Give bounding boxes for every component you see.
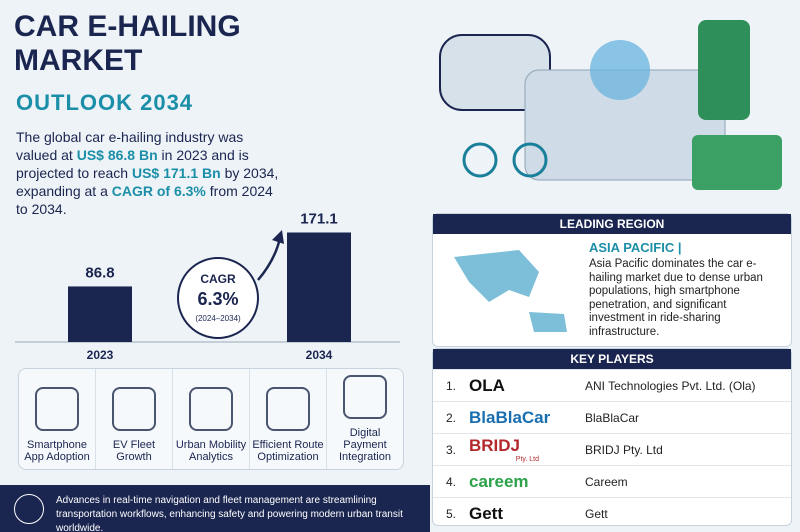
subtitle: OUTLOOK 2034 — [16, 90, 194, 115]
footer-emblem — [14, 494, 44, 524]
illustration — [439, 20, 782, 190]
logo-text: Gett — [469, 503, 503, 523]
player-logo: careem — [469, 472, 569, 492]
player-name: Gett — [585, 506, 608, 521]
logo-sub: Pty. Ltd — [515, 456, 539, 463]
player-logo: OLA — [469, 376, 569, 396]
bar — [68, 286, 132, 342]
logo-text: BlaBlaCar — [469, 407, 551, 427]
player-rank: 5. — [445, 506, 456, 521]
player-name: Careem — [585, 474, 628, 489]
driver-label: EV Fleet Growth — [112, 439, 156, 463]
driver: EV Fleet Growth — [96, 369, 173, 469]
highlight: US$ 171.1 Bn — [131, 165, 221, 181]
driver-icon — [112, 387, 156, 431]
title-line: CAR E-HAILING — [14, 10, 241, 43]
player-name: BRIDJ Pty. Ltd — [585, 442, 663, 457]
player-row: 2. BlaBlaCar BlaBlaCar — [433, 401, 791, 433]
phone-stack — [692, 135, 782, 190]
map-shape — [529, 312, 567, 332]
logo-text: careem — [469, 471, 529, 491]
driver: Efficient Route Optimization — [250, 369, 327, 469]
region-description: Asia Pacific dominates the car e-hailing… — [589, 258, 763, 338]
category-label: 2034 — [306, 348, 333, 362]
driver-icon — [189, 387, 233, 431]
region-map — [454, 250, 567, 332]
logo-text: OLA — [469, 375, 505, 395]
panel-heading: LEADING REGION — [433, 214, 791, 234]
player-row: 3. BRIDJ Pty. Ltd BRIDJ Pty. Ltd — [433, 433, 791, 465]
growth-chart: CAGR 6.3% (2024–2034) 86.8 2023 171.1 2034 — [15, 210, 400, 362]
map-shape — [454, 250, 539, 302]
player-name: BlaBlaCar — [585, 410, 640, 425]
title-line: MARKET — [14, 44, 143, 77]
drivers: Smartphone App Adoption EV Fleet Growth Ur… — [18, 368, 404, 470]
driver-icon — [343, 375, 387, 419]
highlight: CAGR of 6.3% — [111, 183, 206, 199]
driver-icon — [266, 387, 310, 431]
globe — [590, 40, 650, 100]
bar — [287, 232, 351, 342]
player-logo: BRIDJ Pty. Ltd — [469, 436, 569, 463]
cagr-value: 6.3% — [197, 289, 238, 309]
logo-text: BRIDJ — [469, 436, 521, 455]
title: CAR E-HAILING MARKET — [14, 10, 241, 78]
arrow-head — [272, 230, 284, 244]
player-rank: 3. — [445, 442, 456, 457]
region-name: ASIA PACIFIC | — [589, 240, 682, 255]
player-row: 1. OLA ANI Technologies Pvt. Ltd. (Ola) — [433, 369, 791, 401]
driver-label: Digital Payment Integration — [339, 427, 391, 463]
leading-region-panel: LEADING REGION ASIA PACIFIC | Asia Pacif… — [432, 213, 792, 347]
driver-label: Urban Mobility Analytics — [175, 439, 247, 463]
bike-wheel — [462, 142, 498, 178]
bike-wheel — [512, 142, 548, 178]
category-label: 2023 — [87, 348, 114, 362]
player-logo: Gett — [469, 504, 569, 524]
player-row: 4. careem Careem — [433, 465, 791, 497]
growth-arrow — [257, 237, 282, 281]
cagr-badge — [177, 257, 259, 339]
driver-label: Smartphone App Adoption — [24, 439, 90, 463]
summary-text: by 2034, expanding at a — [16, 165, 279, 199]
value-label: 86.8 — [85, 264, 114, 281]
player-name: ANI Technologies Pvt. Ltd. (Ola) — [585, 378, 756, 393]
driver: Digital Payment Integration — [327, 369, 403, 469]
driver: Urban Mobility Analytics — [173, 369, 250, 469]
driver-icon — [35, 387, 79, 431]
driver: Smartphone App Adoption — [19, 369, 96, 469]
highlight: US$ 86.8 Bn — [76, 147, 158, 163]
cagr-label: CAGR — [200, 272, 236, 286]
summary-text: from 2024 to 2034. — [16, 183, 273, 217]
phone — [698, 20, 750, 120]
player-rank: 1. — [445, 378, 456, 393]
player-rank: 4. — [445, 474, 456, 489]
panel-heading: KEY PLAYERS — [433, 349, 791, 369]
driver-label: Efficient Route Optimization — [252, 439, 324, 463]
player-row: 5. Gett Gett — [433, 497, 791, 529]
player-rank: 2. — [445, 410, 456, 425]
cagr-period: (2024–2034) — [195, 314, 241, 323]
footer-text: Advances in real-time navigation and fle… — [56, 495, 403, 532]
key-players-panel: KEY PLAYERS 1. OLA ANI Technologies Pvt. L… — [432, 348, 792, 526]
player-logo: BlaBlaCar — [469, 408, 569, 428]
footer: Advances in real-time navigation and fle… — [0, 485, 430, 532]
summary-text: in 2023 and is projected to reach — [16, 147, 249, 181]
summary-text: The global car e-hailing industry was va… — [16, 129, 244, 163]
value-label: 171.1 — [300, 210, 338, 227]
summary: The global car e-hailing industry was va… — [16, 128, 286, 218]
